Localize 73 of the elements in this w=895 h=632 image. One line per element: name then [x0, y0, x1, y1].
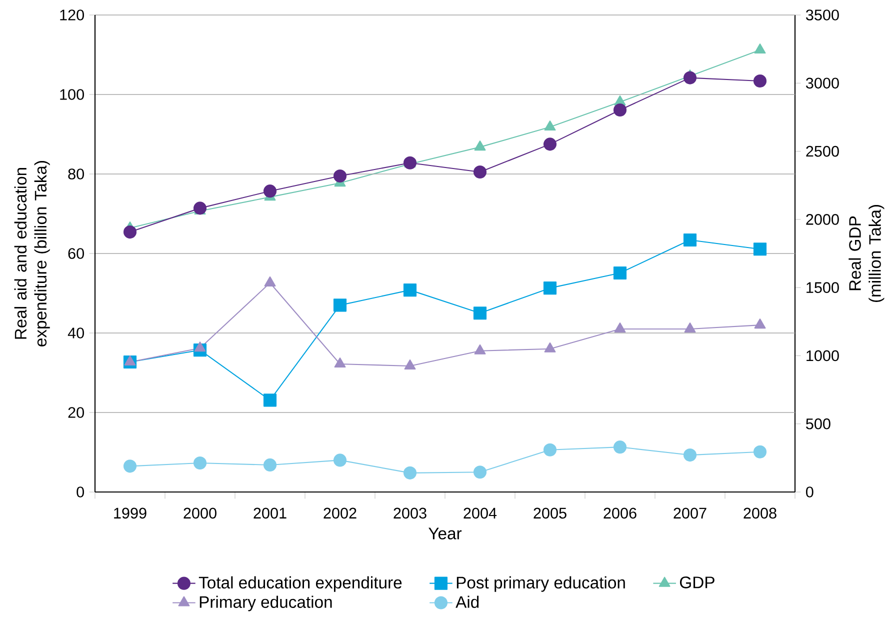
point: [683, 448, 697, 462]
y2-tick-label: 0: [806, 486, 814, 498]
point: [754, 318, 766, 329]
point: [613, 266, 627, 280]
point: [124, 355, 136, 366]
y2-tick-label: 1000: [806, 350, 839, 362]
point: [683, 233, 697, 247]
point: [614, 322, 626, 333]
point: [334, 357, 346, 368]
point: [613, 440, 627, 454]
y2-tick-label: 500: [806, 418, 830, 430]
y-tick-label: 80: [68, 168, 84, 180]
y-axis-title: Real aid and education expenditure (billion Taka): [14, 161, 50, 346]
point: [193, 202, 207, 215]
y2-tick-label: 1500: [806, 282, 839, 293]
point: [754, 43, 766, 54]
legend-label: Primary education: [200, 596, 332, 612]
point: [263, 458, 277, 472]
point: [684, 322, 696, 333]
point: [753, 445, 767, 458]
point: [333, 454, 347, 467]
point: [333, 298, 347, 312]
y2-tick-label: 2000: [806, 214, 839, 225]
point: [404, 359, 416, 370]
y2-tick-label: 3000: [806, 78, 839, 89]
x-tick-label: 2001: [254, 508, 286, 519]
point: [333, 169, 347, 183]
point: [683, 71, 697, 84]
x-tick-label: 2004: [464, 508, 497, 519]
x-tick-label: 2002: [324, 508, 356, 519]
y-tick-label: 20: [68, 407, 84, 418]
point: [123, 460, 137, 473]
y-tick-label: 60: [68, 248, 84, 259]
x-tick-label: 2005: [534, 508, 566, 519]
point: [543, 282, 557, 295]
point: [264, 276, 276, 286]
x-tick-label: 2000: [184, 508, 216, 519]
point: [543, 138, 557, 151]
x-tick-label: 2006: [604, 508, 636, 519]
point: [194, 342, 206, 352]
point: [753, 242, 767, 256]
legend-label: Total education expenditure: [198, 576, 402, 592]
x-axis-title: Year: [428, 528, 462, 540]
y-tick-label: 100: [60, 89, 84, 100]
point: [193, 456, 207, 470]
legend-label: Aid: [456, 596, 479, 608]
point: [403, 284, 417, 297]
legend-label: Post primary education: [456, 576, 625, 592]
point: [123, 225, 137, 239]
y2-tick-label: 2500: [806, 146, 839, 157]
point: [753, 74, 767, 88]
x-tick-label: 2008: [744, 508, 776, 519]
y-tick-label: 0: [76, 486, 84, 498]
point: [473, 466, 487, 479]
legend-label: GDP: [680, 576, 714, 588]
point: [263, 184, 277, 198]
point: [544, 342, 556, 352]
point: [543, 443, 557, 456]
point: [403, 466, 417, 480]
point: [474, 140, 486, 151]
point: [473, 165, 487, 179]
y-tick-label: 40: [68, 328, 84, 338]
point: [613, 103, 627, 117]
y2-tick-label: 3500: [806, 10, 839, 20]
x-tick-label: 2003: [394, 508, 426, 519]
point: [544, 120, 556, 131]
point: [474, 344, 486, 354]
point: [473, 306, 487, 320]
x-tick-label: 1999: [114, 508, 146, 519]
point: [263, 394, 277, 407]
y2-axis-title: Real GDP (million Taka): [848, 204, 884, 302]
x-tick-label: 2007: [674, 508, 706, 519]
y-tick-label: 120: [60, 10, 84, 20]
